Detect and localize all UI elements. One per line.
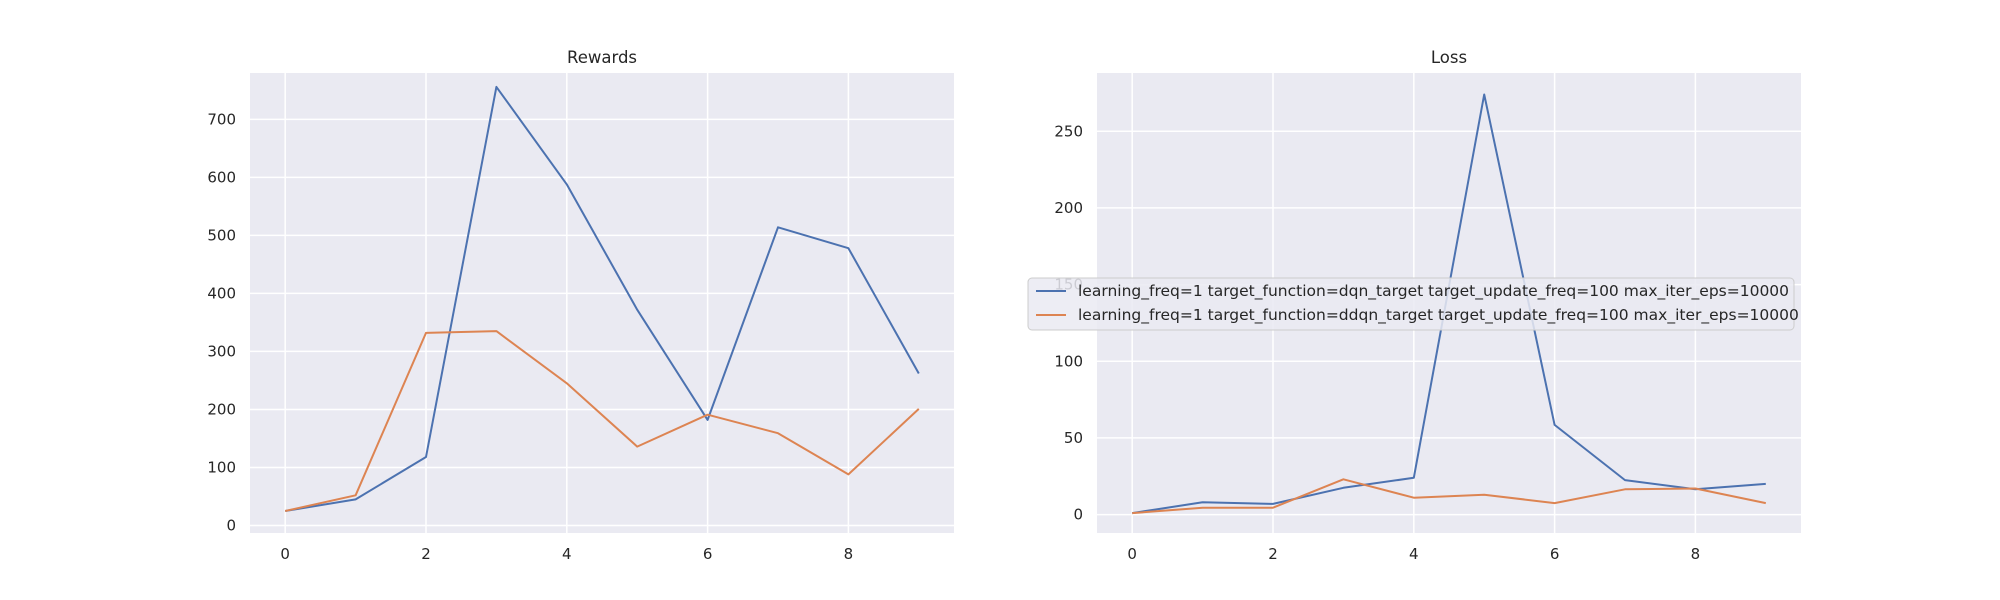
rewards-plot-area <box>250 73 954 533</box>
rewards-series-ddqn-line <box>284 330 920 512</box>
loss-y-tick-label: 100 <box>1054 352 1083 370</box>
rewards-chart-title: Rewards <box>567 48 637 67</box>
rewards-x-tick-label: 8 <box>844 545 854 563</box>
rewards-y-tick-label: 300 <box>207 342 236 360</box>
loss-x-tick-label: 2 <box>1268 545 1278 563</box>
rewards-x-tick-label: 4 <box>562 545 572 563</box>
loss-x-tick-label: 8 <box>1691 545 1701 563</box>
rewards-series-dqn-line <box>285 85 920 512</box>
loss-y-tick-label: 200 <box>1054 199 1083 217</box>
rewards-x-tick-label: 2 <box>421 545 431 563</box>
legend-label-dqn: learning_freq=1 target_function=dqn_targ… <box>1078 282 1789 301</box>
rewards-y-tick-label: 600 <box>207 168 236 186</box>
legend-label-ddqn: learning_freq=1 target_function=ddqn_tar… <box>1078 306 1799 325</box>
loss-x-tick-label: 0 <box>1127 545 1137 563</box>
legend-box <box>1027 277 1795 331</box>
loss-y-tick-label: 0 <box>1073 506 1083 524</box>
loss-x-tick-label: 6 <box>1550 545 1560 563</box>
rewards-chart: 0 2 4 6 8 0 100 200 300 400 500 600 700 Rewards <box>207 48 954 563</box>
rewards-y-tick-label: 700 <box>207 110 236 128</box>
rewards-y-tick-label: 0 <box>226 516 236 534</box>
legend: learning_freq=1 target_function=dqn_targ… <box>1027 277 1799 331</box>
loss-series-ddqn-line <box>1132 478 1767 515</box>
rewards-y-tick-label: 100 <box>207 458 236 476</box>
rewards-x-tick-label: 6 <box>703 545 713 563</box>
rewards-y-tick-label: 500 <box>207 226 236 244</box>
loss-x-tick-label: 4 <box>1409 545 1419 563</box>
rewards-y-tick-label: 200 <box>207 400 236 418</box>
rewards-y-tick-label: 400 <box>207 284 236 302</box>
loss-y-tick-label: 50 <box>1064 429 1083 447</box>
rewards-x-tick-label: 0 <box>280 545 290 563</box>
loss-chart-title: Loss <box>1431 48 1467 67</box>
loss-y-tick-label: 250 <box>1054 122 1083 140</box>
